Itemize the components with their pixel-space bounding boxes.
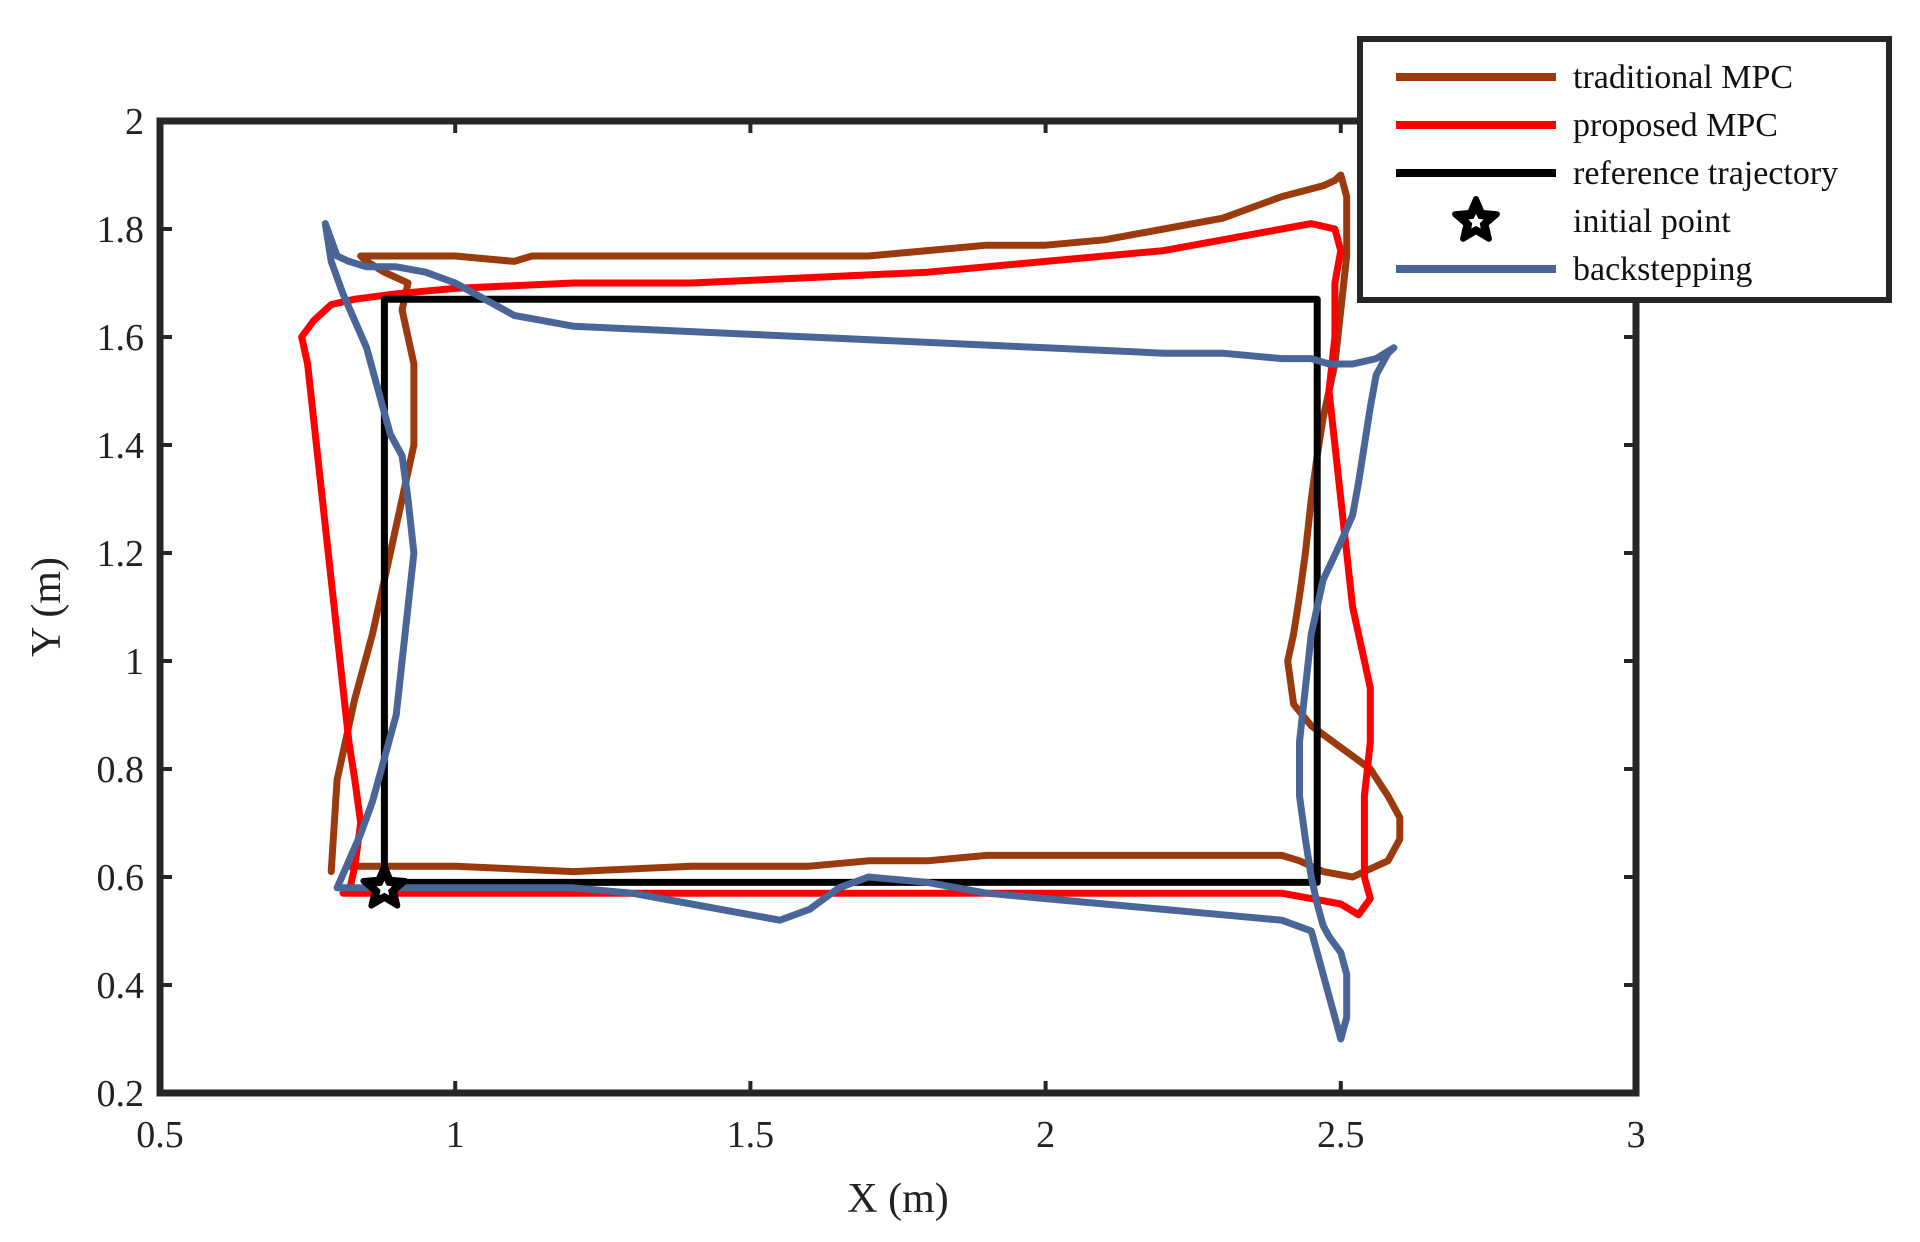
star-inner	[376, 880, 392, 896]
y-tick-label: 2	[125, 101, 144, 143]
legend: traditional MPC proposed MPC reference tra…	[1357, 36, 1892, 303]
y-tick-label: 1	[125, 641, 144, 683]
legend-swatch-initial-point	[1452, 196, 1500, 242]
x-tick-label: 0.5	[136, 1114, 184, 1156]
y-tick-label: 0.6	[97, 857, 145, 899]
backstepping-line	[321, 220, 1398, 1043]
legend-label-traditional-mpc: traditional MPC	[1573, 59, 1793, 96]
x-tick-label: 2	[1036, 1114, 1055, 1156]
legend-label-initial-point: initial point	[1573, 203, 1731, 240]
series-layer	[298, 171, 1404, 1043]
y-tick-label: 1.8	[97, 209, 145, 251]
reference-trajectory-line	[380, 295, 1321, 886]
proposed-mpc-line	[298, 220, 1374, 919]
legend-label-reference-trajectory: reference trajectory	[1573, 155, 1838, 192]
y-tick-label: 1.4	[97, 425, 145, 467]
x-tick-label: 2.5	[1317, 1114, 1365, 1156]
x-tick-label: 1.5	[727, 1114, 775, 1156]
legend-items: traditional MPC proposed MPC reference tra…	[1396, 59, 1838, 288]
y-axis: 0.2 0.4 0.6 0.8 1 1.2 1.4 1.6 1.8 2	[97, 101, 1636, 1115]
x-tick-label: 3	[1627, 1114, 1646, 1156]
x-axis-title: X (m)	[847, 1176, 948, 1222]
y-tick-label: 1.2	[97, 533, 145, 575]
y-tick-label: 0.8	[97, 749, 145, 791]
x-axis: 0.5 1 1.5 2 2.5 3	[136, 121, 1646, 1156]
legend-label-proposed-mpc: proposed MPC	[1573, 107, 1778, 144]
initial-point-marker	[360, 862, 409, 909]
plot-area-frame	[156, 117, 1640, 1097]
traditional-mpc-line	[327, 171, 1404, 881]
legend-label-backstepping: backstepping	[1573, 251, 1752, 288]
y-tick-label: 1.6	[97, 317, 145, 359]
x-tick-label: 1	[446, 1114, 465, 1156]
star-inner	[1468, 214, 1484, 229]
y-axis-title: Y (m)	[24, 557, 70, 657]
y-tick-label: 0.2	[97, 1073, 145, 1115]
y-tick-label: 0.4	[97, 965, 145, 1007]
